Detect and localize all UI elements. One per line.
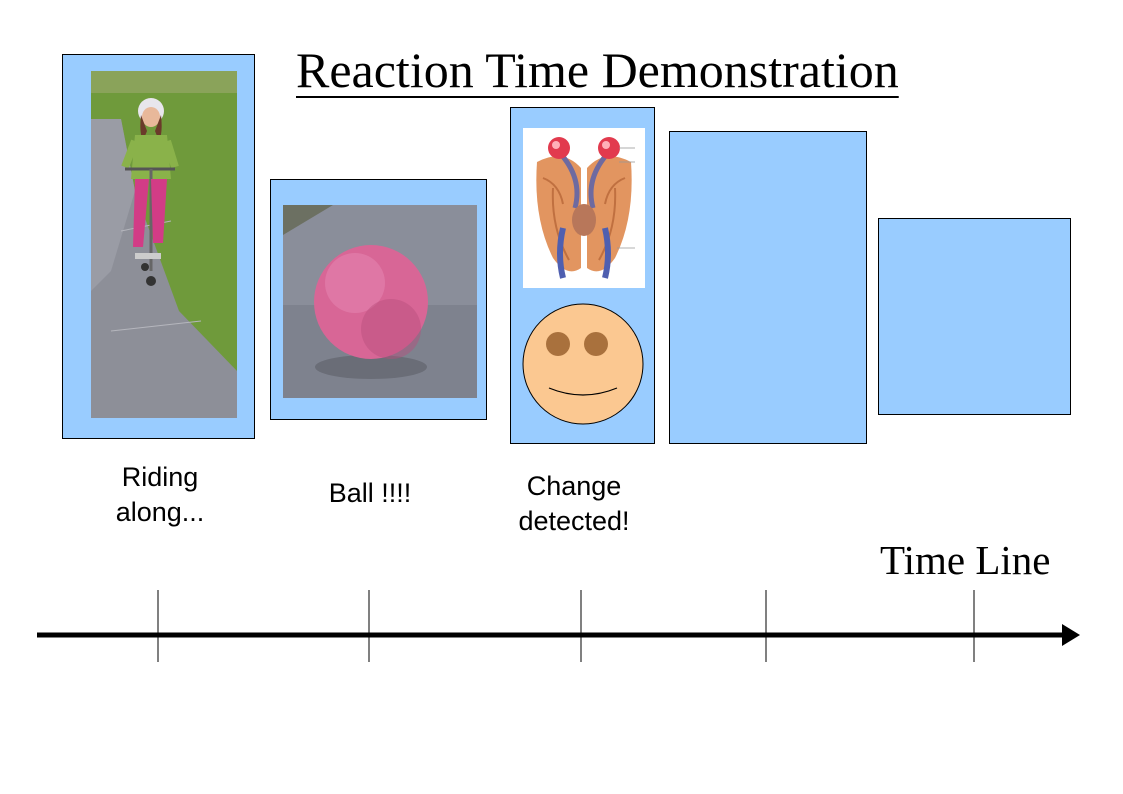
caption-ball: Ball !!!! (328, 478, 412, 508)
panel-empty-5 (878, 218, 1071, 415)
panel-riding (62, 54, 255, 439)
girl-on-scooter-photo (91, 71, 237, 418)
pink-ball-photo (283, 205, 477, 398)
timeline (37, 590, 1080, 662)
brain-diagram (523, 128, 645, 288)
timeline-label: Time Line (880, 537, 1051, 583)
smiley-face-icon (522, 303, 644, 425)
panel-change-detected (510, 107, 655, 444)
slide-title: Reaction Time Demonstration (296, 42, 899, 98)
panel-ball (270, 179, 487, 420)
timeline-arrow-icon (1062, 624, 1080, 646)
caption-change-detected: Change detected! (518, 471, 630, 536)
panel-empty-4 (669, 131, 867, 444)
caption-riding: Riding along... (115, 462, 205, 527)
